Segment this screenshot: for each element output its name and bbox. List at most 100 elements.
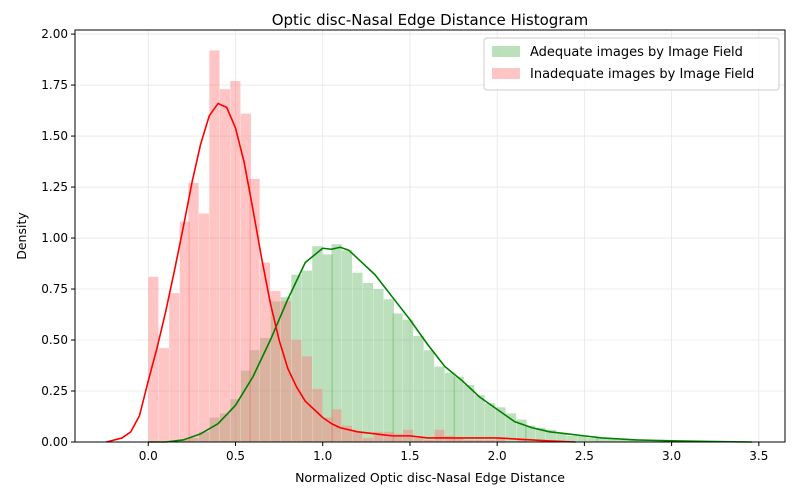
histogram-bar [331,244,342,442]
histogram-bar [219,413,230,442]
histogram-bar [392,313,403,442]
histogram-bar [434,366,445,442]
histogram-bar [474,395,485,442]
histogram-bar [230,399,241,442]
y-tick-label: 1.50 [41,129,68,143]
histogram-bar [209,50,220,443]
x-tick-label: 1.5 [400,449,419,463]
plot-frame [74,29,786,443]
histogram-bar [280,301,292,442]
histogram-bar [525,425,536,442]
y-tick-label: 0.75 [41,282,68,296]
legend-swatch-inadequate [492,68,520,79]
histogram-bar [179,439,190,442]
histogram-bar [423,439,435,442]
histogram-bar [402,319,414,442]
histogram-bar [638,439,649,442]
histogram-bar [291,340,302,442]
kde-line-series-1 [106,102,576,443]
histogram-bar [259,337,271,442]
x-tick-label: 1.0 [313,449,332,463]
kde-curves [106,102,752,443]
histogram-bar [352,431,363,442]
histogram-bar [495,407,506,442]
histogram-bar [249,350,260,442]
histogram-bar [312,246,323,442]
x-tick-label: 2.0 [488,449,507,463]
histogram-bar [392,433,403,442]
histogram-bar [270,291,281,442]
histogram-bar [464,439,475,442]
chart-title: Optic disc-Nasal Edge Distance Histogram [272,11,589,29]
histogram-bar [413,335,424,442]
histogram-bar [209,417,220,442]
legend: Adequate images by Image Field Inadequat… [483,37,780,91]
histogram-bar [341,425,353,442]
histogram-bar [230,80,241,442]
histogram-bar [535,427,546,442]
histogram-bar [413,437,424,442]
histogram-series-0 [179,244,700,442]
histogram-bar [188,182,199,443]
y-tick-label: 1.25 [41,180,68,194]
x-axis-label: Normalized Optic disc-Nasal Edge Distanc… [295,470,565,485]
legend-label-adequate: Adequate images by Image Field [530,45,743,60]
y-tick-label: 0.50 [41,333,68,347]
legend-swatch-adequate [492,46,520,57]
histogram-bar [444,435,456,442]
histogram-bar [516,419,527,442]
histogram-bar [198,213,210,442]
histogram-bar [587,437,599,442]
y-tick-label: 1.75 [41,78,68,92]
histogram-bar [464,384,475,442]
histogram-bar [322,254,333,442]
histogram-bar [362,437,374,442]
histogram-bar [198,431,210,442]
x-axis-ticks: 0.0 0.5 1.0 1.5 2.0 2.5 3.0 3.5 [139,442,768,463]
histogram-bar [352,272,363,442]
histogram-bar [280,297,292,442]
y-tick-label: 0.00 [41,435,68,449]
histogram-bar [423,350,435,442]
histogram-bar [505,413,517,442]
histogram-bar [607,437,618,442]
x-tick-label: 3.0 [662,449,681,463]
y-axis-label: Density [14,212,29,260]
y-tick-label: 1.00 [41,231,68,245]
histogram-bar [383,299,394,442]
histogram-bar [484,439,496,442]
histogram-bar [169,293,180,442]
histogram-bar [179,221,190,442]
histogram-bar [546,429,557,442]
y-tick-label: 2.00 [41,27,68,41]
x-tick-label: 0.5 [226,449,245,463]
histogram-bar [617,439,628,442]
legend-label-inadequate: Inadequate images by Image Field [530,67,754,82]
histogram-bar [373,289,384,442]
histogram-bar [301,270,312,442]
histogram-bar [249,178,260,442]
histogram-bar [474,439,485,442]
histogram-bar [301,356,312,442]
histogram-bar [484,403,496,442]
histogram-bar [240,370,251,442]
histogram-bar [362,282,374,442]
histogram-bar [444,372,456,442]
histogram-bar [577,435,588,442]
histogram-bar [270,301,281,442]
histogram-bar [341,250,353,442]
histogram-bar [453,437,464,442]
histogram-bar [219,89,230,443]
histogram-bar [566,435,578,442]
histogram-bar [596,437,607,442]
histogram-bar [434,429,445,442]
legend-box [483,37,780,91]
x-tick-label: 2.5 [575,449,594,463]
histogram-bar [495,437,506,442]
histogram-bar [556,433,567,442]
histogram-bar [188,437,199,442]
histogram-bar [240,113,251,442]
histogram-bar [322,417,333,442]
y-axis-ticks: 0.00 0.25 0.50 0.75 1.00 1.25 1.50 1.75 2.00 [41,27,75,449]
